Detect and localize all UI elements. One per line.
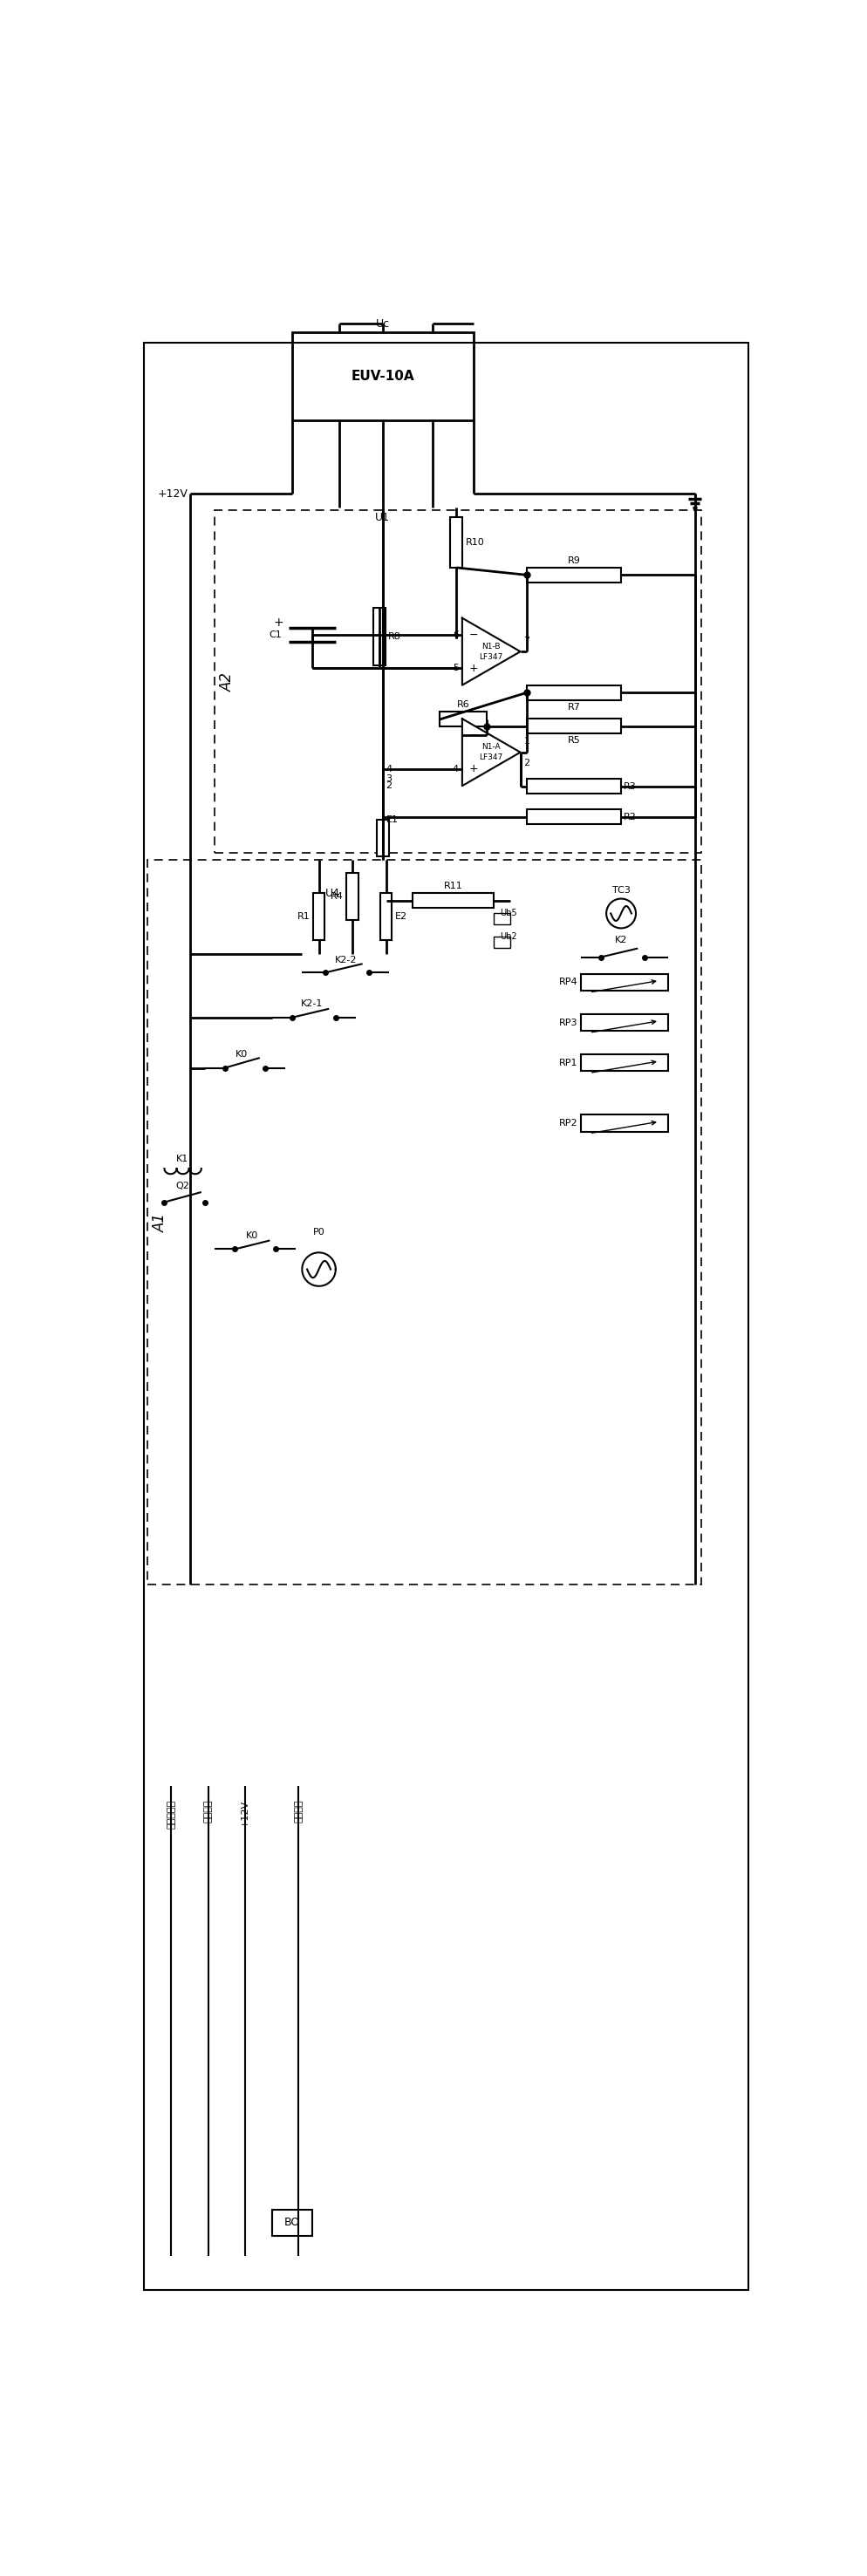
Bar xyxy=(291,332,473,420)
Text: RP1: RP1 xyxy=(559,1059,577,1066)
Text: 7: 7 xyxy=(523,636,530,644)
Text: R8: R8 xyxy=(388,631,401,641)
Text: LF347: LF347 xyxy=(479,755,503,762)
Bar xyxy=(580,1054,668,1072)
Text: RP2: RP2 xyxy=(558,1118,577,1128)
Text: N1-A: N1-A xyxy=(481,742,500,750)
Text: U1: U1 xyxy=(375,513,389,523)
Text: 3: 3 xyxy=(386,775,392,783)
Bar xyxy=(493,914,510,925)
Text: BO: BO xyxy=(284,2218,300,2228)
Text: Q2: Q2 xyxy=(176,1182,190,1190)
Text: A2: A2 xyxy=(220,672,236,690)
Bar xyxy=(580,1015,668,1030)
Bar xyxy=(380,894,392,940)
Text: R7: R7 xyxy=(567,703,580,711)
Text: R2: R2 xyxy=(623,811,636,822)
Text: K0: K0 xyxy=(235,1051,248,1059)
Text: TC3: TC3 xyxy=(611,886,629,894)
Text: 5: 5 xyxy=(453,665,459,672)
Text: 直流调信号: 直流调信号 xyxy=(166,1801,175,1829)
Text: A1: A1 xyxy=(153,1213,168,1231)
Text: K2-2: K2-2 xyxy=(335,956,356,966)
Text: K2-1: K2-1 xyxy=(301,999,323,1007)
Text: 4: 4 xyxy=(386,765,392,773)
Bar xyxy=(580,1115,668,1131)
Text: R9: R9 xyxy=(567,556,580,564)
Text: −: − xyxy=(468,729,478,742)
Bar xyxy=(526,685,621,701)
Text: +12V: +12V xyxy=(158,487,188,500)
Text: Uc: Uc xyxy=(375,319,389,330)
Bar xyxy=(312,894,324,940)
Text: K1: K1 xyxy=(176,1154,188,1164)
Text: +12V: +12V xyxy=(240,1801,249,1826)
Text: +: + xyxy=(468,762,478,775)
Text: RP3: RP3 xyxy=(559,1018,577,1028)
Bar xyxy=(526,567,621,582)
Bar xyxy=(346,873,358,920)
Text: 6: 6 xyxy=(453,631,459,639)
Text: E2: E2 xyxy=(394,912,407,922)
Bar xyxy=(147,860,701,1584)
Text: 束流信号: 束流信号 xyxy=(294,1801,303,1824)
Text: R11: R11 xyxy=(443,881,462,891)
Bar xyxy=(526,809,621,824)
Text: RP4: RP4 xyxy=(558,979,577,987)
Text: R3: R3 xyxy=(623,783,636,791)
Bar xyxy=(214,510,701,853)
Text: 2: 2 xyxy=(386,781,392,791)
Text: EUV-10A: EUV-10A xyxy=(350,371,414,384)
Bar xyxy=(580,974,668,992)
Text: R10: R10 xyxy=(465,538,484,546)
Bar xyxy=(376,819,388,855)
Text: +: + xyxy=(273,616,284,629)
Text: K0: K0 xyxy=(245,1231,257,1239)
Bar xyxy=(271,2210,312,2236)
Text: R5: R5 xyxy=(567,737,580,744)
Text: R1: R1 xyxy=(297,912,310,922)
Polygon shape xyxy=(462,618,520,685)
Text: R4: R4 xyxy=(330,891,343,902)
Text: 1: 1 xyxy=(523,737,529,747)
Text: N1-B: N1-B xyxy=(481,641,500,649)
Text: P0: P0 xyxy=(312,1229,324,1236)
Bar xyxy=(373,608,385,665)
Text: −: − xyxy=(468,629,478,641)
Bar xyxy=(526,778,621,793)
Text: 稳流信号: 稳流信号 xyxy=(204,1801,212,1824)
Text: C1: C1 xyxy=(269,631,282,639)
Text: Ub5: Ub5 xyxy=(499,909,517,917)
Bar xyxy=(526,719,621,734)
Bar xyxy=(413,894,493,909)
Text: Ub2: Ub2 xyxy=(499,933,517,940)
Text: +: + xyxy=(468,662,478,675)
Bar xyxy=(493,938,510,948)
Text: R6: R6 xyxy=(456,701,469,708)
Text: 4: 4 xyxy=(453,765,459,773)
Bar xyxy=(440,711,486,726)
Text: LF347: LF347 xyxy=(479,654,503,662)
Text: U4: U4 xyxy=(324,889,339,899)
Polygon shape xyxy=(462,719,520,786)
Bar xyxy=(450,518,462,567)
Text: 2: 2 xyxy=(523,760,530,768)
Text: K2: K2 xyxy=(614,935,627,945)
Text: E1: E1 xyxy=(386,814,398,824)
